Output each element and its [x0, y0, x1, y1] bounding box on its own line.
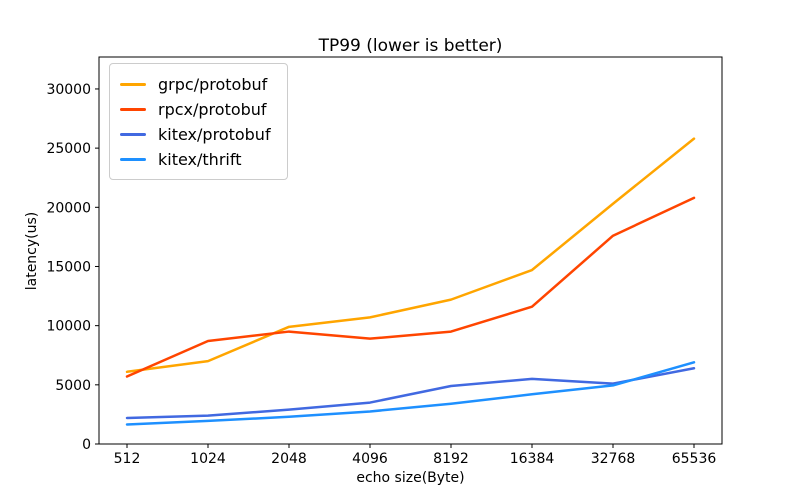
legend-line-swatch [120, 157, 146, 161]
y-tick-label: 30000 [46, 82, 91, 98]
legend-line-swatch [120, 82, 146, 86]
series-line-rpcx-protobuf [125, 196, 696, 378]
x-tick-label: 2048 [271, 451, 307, 467]
legend-item-rpcx-protobuf: rpcx/protobuf [120, 97, 271, 121]
chart-title: TP99 (lower is better) [318, 36, 503, 56]
y-tick-label: 15000 [46, 259, 91, 275]
legend-label: grpc/protobuf [158, 74, 268, 94]
x-tick-label: 4096 [352, 451, 388, 467]
legend-item-kitex-protobuf: kitex/protobuf [120, 122, 271, 146]
x-tick-label: 16384 [510, 451, 555, 467]
y-tick-label: 10000 [46, 319, 91, 335]
x-tick-label: 32768 [591, 451, 636, 467]
x-tick-label: 1024 [190, 451, 226, 467]
x-tick-label: 65536 [672, 451, 717, 467]
axes-spines [98, 56, 723, 445]
y-tick-label: 20000 [46, 200, 91, 216]
legend-item-kitex-thrift: kitex/thrift [120, 147, 271, 171]
series-line-kitex-thrift [125, 361, 696, 426]
legend-label: kitex/protobuf [158, 124, 271, 144]
series-line-grpc-protobuf [125, 137, 696, 374]
x-axis-label: echo size(Byte) [356, 470, 465, 486]
legend-label: rpcx/protobuf [158, 99, 267, 119]
series-line-kitex-protobuf [125, 367, 696, 420]
legend-item-grpc-protobuf: grpc/protobuf [120, 72, 271, 96]
legend-line-swatch [120, 107, 146, 111]
y-tick-label: 25000 [46, 141, 91, 157]
legend: grpc/protobuf rpcx/protobuf kitex/protobuf… [109, 63, 288, 180]
legend-label: kitex/thrift [158, 149, 242, 169]
y-tick-label: 0 [82, 437, 91, 453]
x-tick-label: 512 [114, 451, 141, 467]
x-tick-label: 8192 [433, 451, 469, 467]
y-tick-label: 5000 [55, 378, 91, 394]
legend-line-swatch [120, 132, 146, 136]
